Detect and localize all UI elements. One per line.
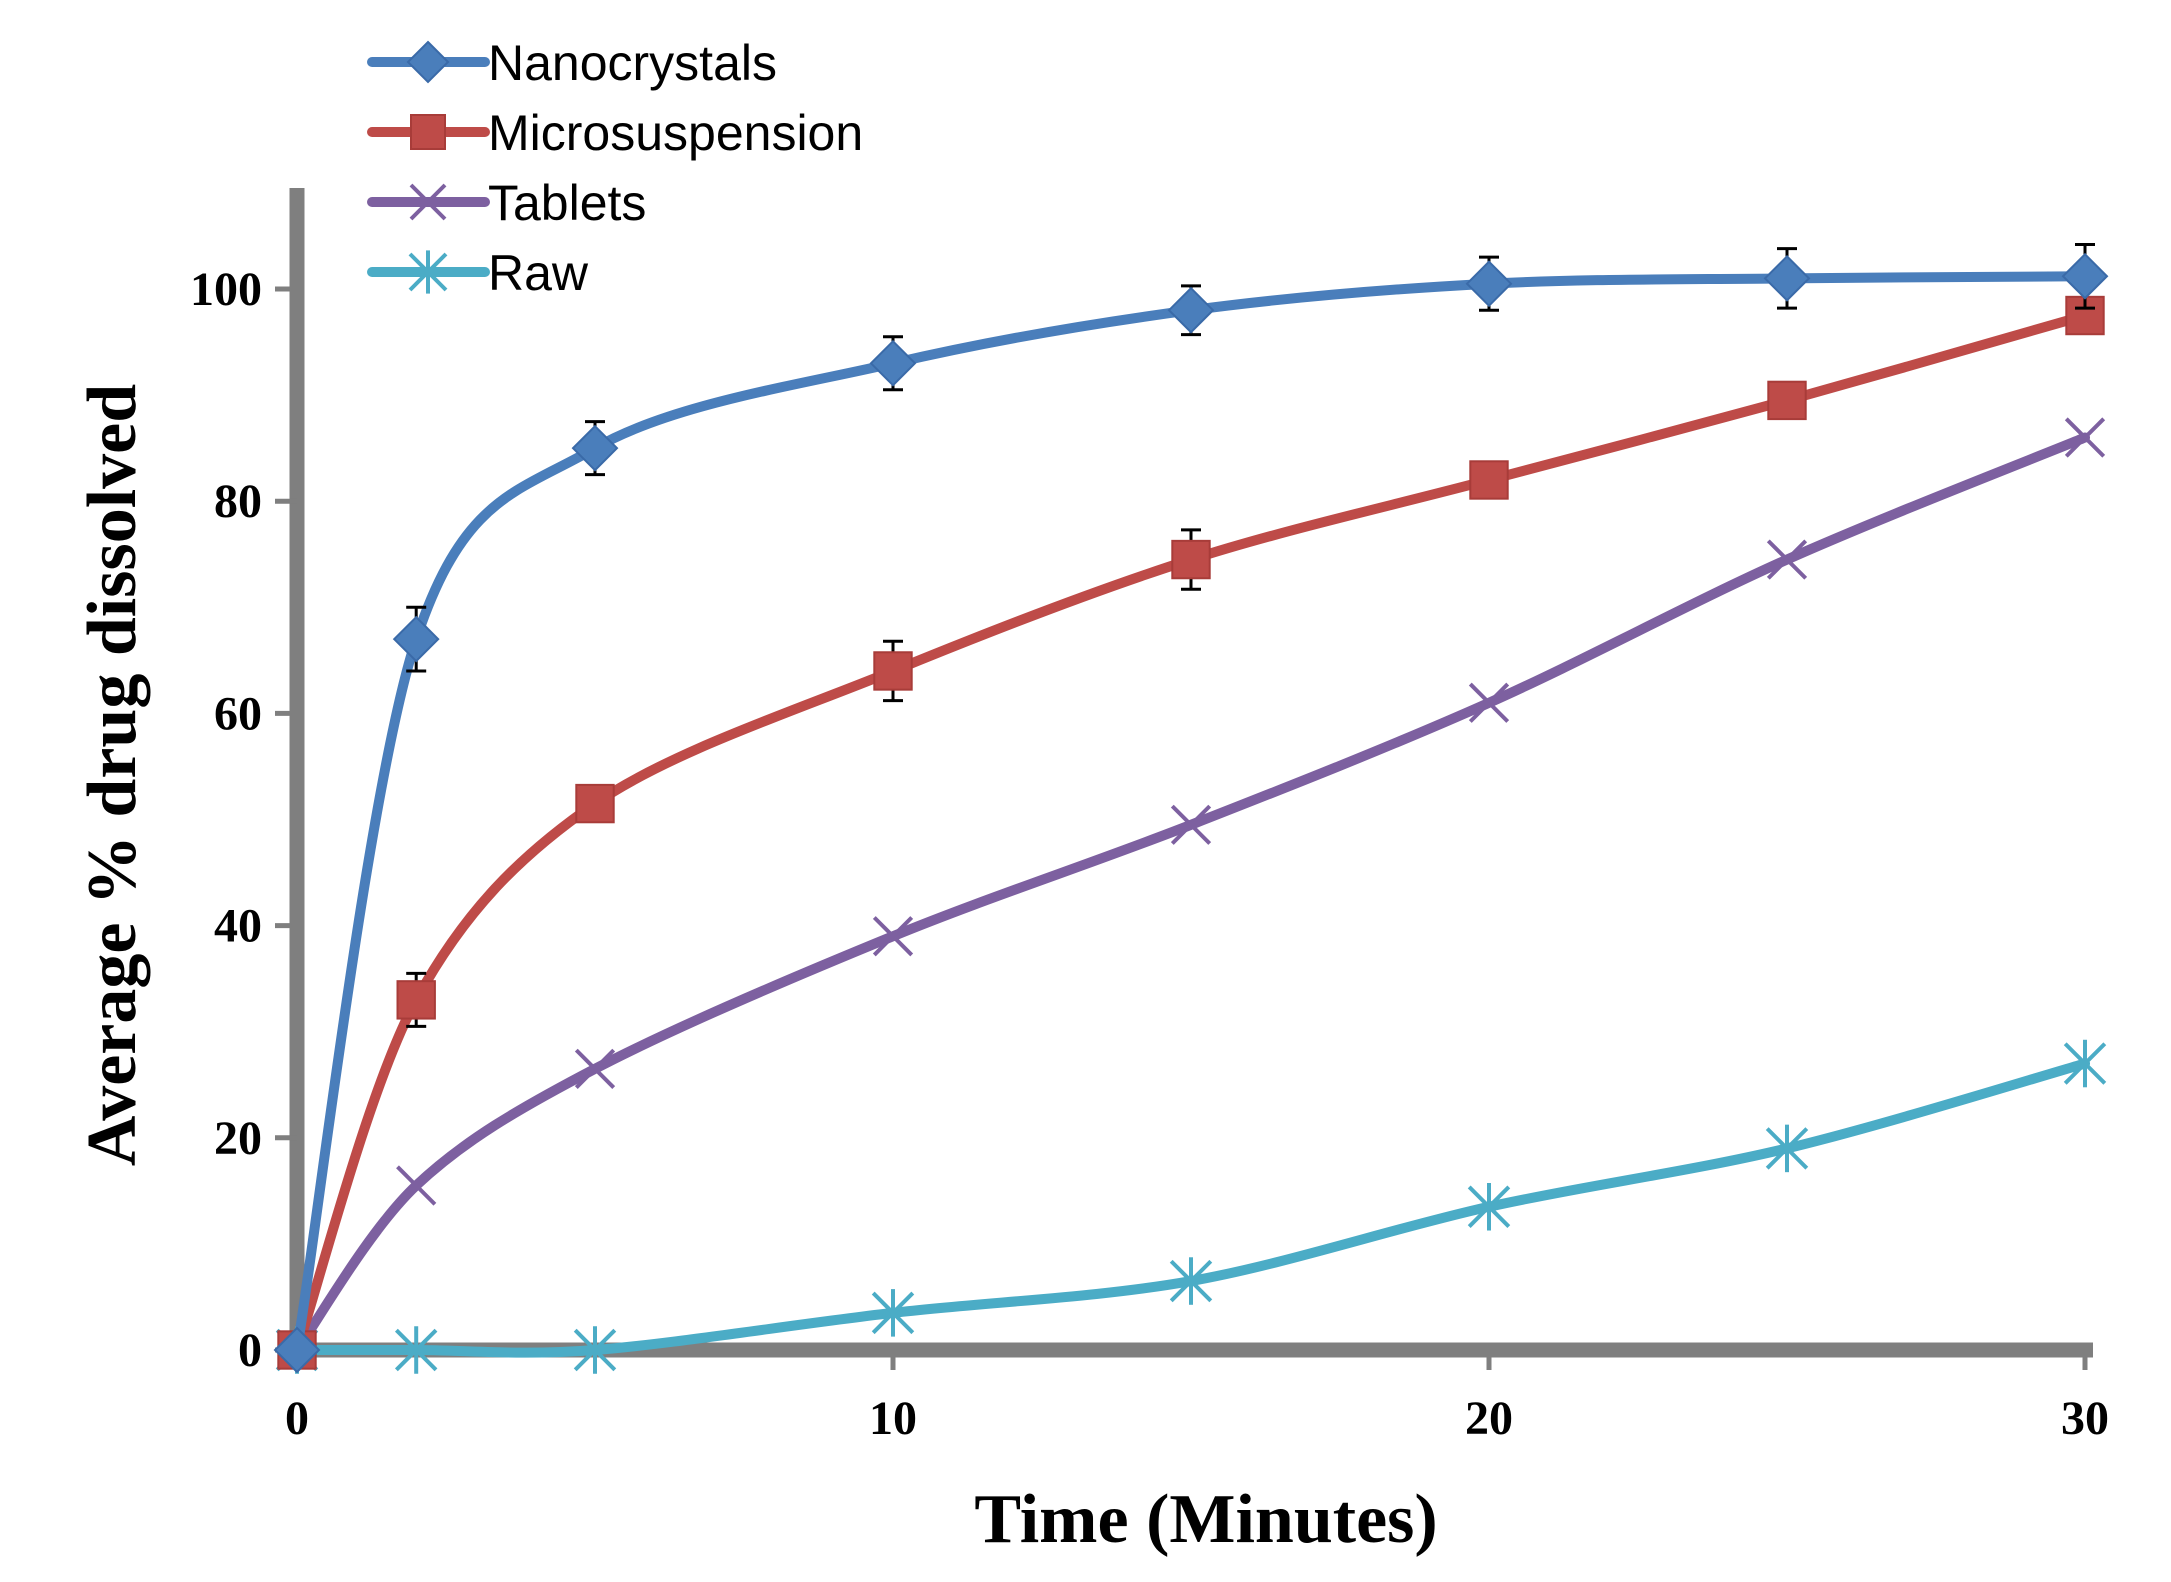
microsuspension-point (1470, 461, 1507, 498)
legend-swatch-marker (408, 42, 448, 82)
nanocrystals-point (394, 617, 438, 661)
tablets-point (1470, 684, 1507, 721)
x-tick-label: 0 (285, 1392, 309, 1445)
nanocrystals-point (2063, 254, 2107, 298)
microsuspension-point (398, 981, 435, 1018)
y-tick-label: 60 (214, 687, 262, 740)
y-tick-label: 100 (190, 263, 262, 316)
microsuspension-point (1172, 541, 1209, 578)
x-axis-title: Time (Minutes) (974, 1481, 1437, 1558)
x-tick-label: 10 (869, 1392, 917, 1445)
tablets-point (1768, 541, 1805, 578)
nanocrystals-point (871, 341, 915, 385)
microsuspension-point (576, 785, 613, 822)
nanocrystals-point (1765, 256, 1809, 300)
legend-label: Microsuspension (488, 105, 863, 161)
microsuspension-line (297, 316, 2085, 1350)
tablets-point (398, 1167, 435, 1204)
x-tick-label: 20 (1465, 1392, 1513, 1445)
nanocrystals-point (1467, 262, 1511, 306)
raw-line (297, 1064, 2085, 1353)
tick-labels: 0 20 40 60 80 100 0 10 20 30 (190, 263, 2109, 1445)
series-nanocrystals (275, 244, 2107, 1372)
legend-label: Nanocrystals (488, 35, 777, 91)
series-microsuspension (278, 297, 2103, 1369)
legend-swatch-marker (411, 115, 445, 149)
x-tick-label: 30 (2061, 1392, 2109, 1445)
chart: 0 20 40 60 80 100 0 10 20 30 Time (Minutes) Avera… (0, 0, 2171, 1582)
y-tick-label: 0 (238, 1324, 262, 1377)
y-axis-title: Average % drug dissolved (74, 384, 151, 1166)
microsuspension-point (1768, 382, 1805, 419)
legend-item-raw: Raw (372, 245, 589, 301)
tablets-point (576, 1050, 613, 1087)
y-tick-label: 20 (214, 1112, 262, 1165)
legend-item-microsuspension: Microsuspension (372, 105, 863, 161)
nanocrystals-point (573, 426, 617, 470)
series-layer (275, 244, 2107, 1373)
nanocrystals-line (297, 276, 2085, 1350)
y-tick-label: 40 (214, 900, 262, 953)
legend-label: Tablets (488, 175, 646, 231)
legend: Nanocrystals Microsuspension Tablets Raw (372, 35, 863, 301)
legend-item-nanocrystals: Nanocrystals (372, 35, 777, 91)
nanocrystals-point (1169, 288, 1213, 332)
y-tick-label: 80 (214, 475, 262, 528)
legend-label: Raw (488, 245, 589, 301)
legend-item-tablets: Tablets (372, 175, 646, 231)
axes (290, 188, 2093, 1357)
microsuspension-point (874, 652, 911, 689)
